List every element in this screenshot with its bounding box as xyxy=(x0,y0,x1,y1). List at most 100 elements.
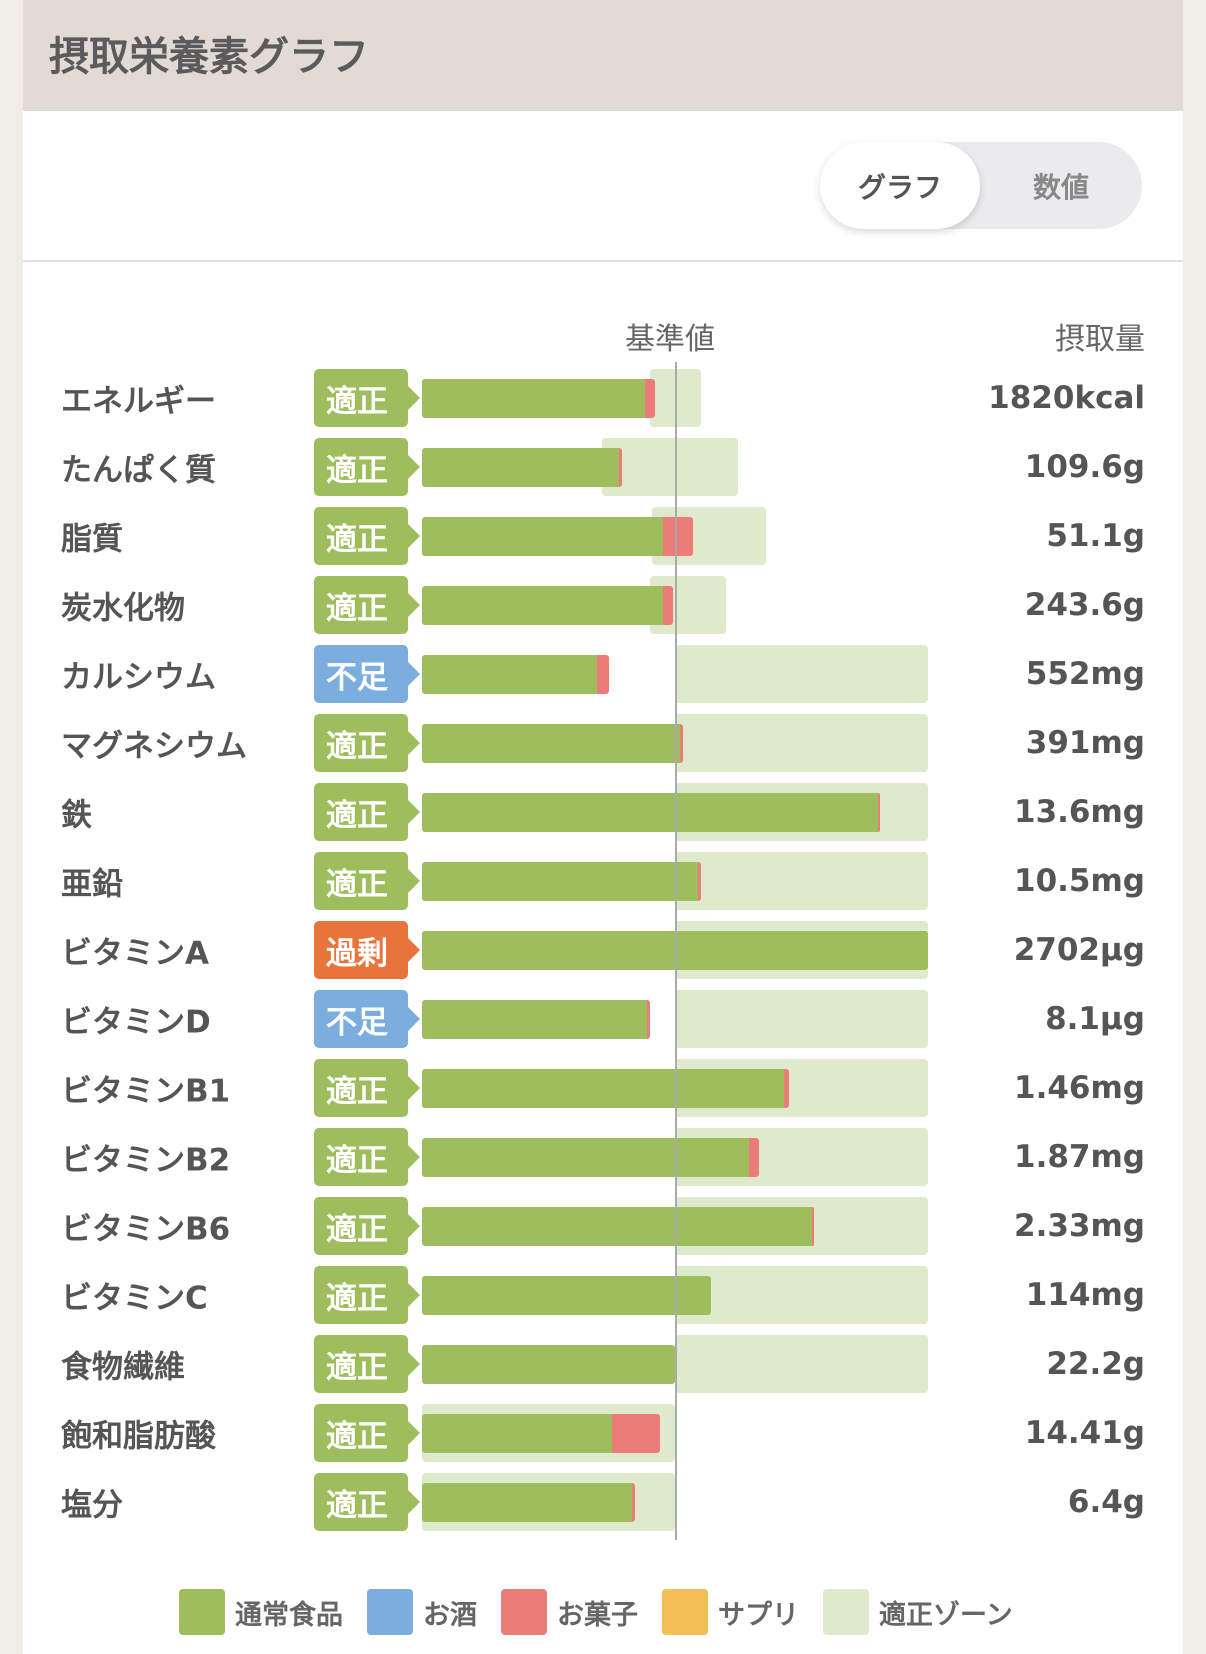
status-badge: 不足 xyxy=(314,990,420,1048)
intake-header: 摂取量 xyxy=(1055,322,1145,357)
optimal-zone xyxy=(675,1335,929,1393)
bar-snacks xyxy=(596,655,610,694)
legend: 通常食品 お酒 お菓子 サプリ 適正ゾーン xyxy=(179,1589,1037,1635)
nutrient-label: ビタミンD xyxy=(61,1004,211,1041)
legend-item: お酒 xyxy=(367,1589,477,1635)
legend-swatch xyxy=(823,1589,869,1635)
status-badge: 不足 xyxy=(314,645,420,703)
toggle-numbers-button[interactable]: 数値 xyxy=(1032,170,1089,204)
status-badge: 適正 xyxy=(314,369,420,427)
bar-snacks xyxy=(644,379,655,418)
status-badge: 適正 xyxy=(314,852,420,910)
bar-normal-food xyxy=(422,793,878,832)
bar-normal-food xyxy=(422,1414,612,1453)
bar-snacks xyxy=(811,1207,815,1246)
legend-label: お酒 xyxy=(423,1599,477,1631)
bar-normal-food xyxy=(422,517,663,556)
bar-normal-food xyxy=(422,724,681,763)
optimal-zone xyxy=(675,1266,929,1324)
intake-value: 13.6mg xyxy=(1014,794,1145,830)
nutrient-label: カルシウム xyxy=(61,659,216,696)
bar-normal-food xyxy=(422,1276,711,1315)
intake-value: 109.6g xyxy=(1024,449,1145,485)
view-toggle[interactable]: グラフ 数値 xyxy=(820,142,1142,229)
optimal-zone xyxy=(601,438,739,496)
intake-value: 1820kcal xyxy=(988,380,1145,416)
status-badge: 適正 xyxy=(314,1404,420,1462)
optimal-zone xyxy=(675,990,929,1048)
bar-snacks xyxy=(662,517,693,556)
intake-value: 243.6g xyxy=(1024,587,1145,623)
nutrient-label: 飽和脂肪酸 xyxy=(61,1418,216,1455)
nutrient-label: たんぱく質 xyxy=(61,452,216,489)
bar-snacks xyxy=(748,1138,759,1177)
legend-swatch xyxy=(367,1589,413,1635)
nutrient-label: 亜鉛 xyxy=(61,866,123,903)
bar-normal-food xyxy=(422,862,698,901)
card-header: 摂取栄養素グラフ xyxy=(23,0,1183,111)
bar-normal-food xyxy=(422,1345,676,1384)
nutrient-label: マグネシウム xyxy=(61,728,247,765)
intake-value: 22.2g xyxy=(1046,1346,1145,1382)
legend-label: 適正ゾーン xyxy=(879,1599,1013,1631)
status-badge: 適正 xyxy=(314,438,420,496)
bar-normal-food xyxy=(422,1138,749,1177)
status-badge: 適正 xyxy=(314,714,420,772)
bar-snacks xyxy=(680,724,683,763)
bar-snacks xyxy=(877,793,881,832)
bar-snacks xyxy=(619,448,623,487)
nutrient-label: 脂質 xyxy=(61,521,123,558)
optimal-zone xyxy=(675,852,929,910)
nutrient-label: ビタミンB2 xyxy=(61,1142,231,1179)
intake-value: 391mg xyxy=(1025,725,1145,761)
legend-item: 適正ゾーン xyxy=(823,1589,1013,1635)
reference-header: 基準値 xyxy=(625,322,715,357)
bar-normal-food xyxy=(422,1483,633,1522)
nutrient-label: ビタミンA xyxy=(61,935,209,972)
bar-normal-food xyxy=(422,1000,648,1039)
intake-value: 2702µg xyxy=(1013,932,1145,968)
intake-value: 1.46mg xyxy=(1014,1070,1145,1106)
status-badge: 適正 xyxy=(314,1197,420,1255)
nutrient-label: 炭水化物 xyxy=(61,590,185,627)
status-badge: 適正 xyxy=(314,783,420,841)
reference-line xyxy=(675,362,677,1540)
nutrient-label: 塩分 xyxy=(61,1487,123,1524)
bar-normal-food xyxy=(422,1069,785,1108)
intake-value: 1.87mg xyxy=(1014,1139,1145,1175)
bar-normal-food xyxy=(422,655,597,694)
intake-value: 10.5mg xyxy=(1014,863,1145,899)
intake-value: 6.4g xyxy=(1067,1484,1145,1520)
legend-label: 通常食品 xyxy=(235,1599,343,1631)
bar-snacks xyxy=(697,862,701,901)
toggle-graph-button[interactable]: グラフ xyxy=(820,142,980,229)
nutrient-label: ビタミンB6 xyxy=(61,1211,231,1248)
bar-snacks xyxy=(647,1000,650,1039)
status-badge: 適正 xyxy=(314,576,420,634)
intake-value: 8.1µg xyxy=(1045,1001,1145,1037)
legend-swatch xyxy=(179,1589,225,1635)
bar-normal-food xyxy=(422,379,645,418)
status-badge: 適正 xyxy=(314,1059,420,1117)
optimal-zone xyxy=(675,645,929,703)
divider xyxy=(23,260,1183,262)
legend-item: サプリ xyxy=(662,1589,799,1635)
nutrient-card: 摂取栄養素グラフ グラフ 数値 基準値 摂取量 エネルギー 適正 1820kcal た… xyxy=(23,0,1183,1654)
bar-normal-food xyxy=(422,1207,812,1246)
intake-value: 14.41g xyxy=(1024,1415,1145,1451)
nutrient-label: 鉄 xyxy=(61,797,92,834)
status-badge: 適正 xyxy=(314,507,420,565)
legend-label: お菓子 xyxy=(557,1599,638,1631)
optimal-zone xyxy=(675,714,929,772)
bar-snacks xyxy=(632,1483,635,1522)
status-badge: 適正 xyxy=(314,1266,420,1324)
status-badge: 過剰 xyxy=(314,921,420,979)
nutrient-label: ビタミンB1 xyxy=(61,1073,231,1110)
nutrient-label: エネルギー xyxy=(61,383,216,420)
legend-item: 通常食品 xyxy=(179,1589,343,1635)
intake-value: 552mg xyxy=(1025,656,1145,692)
bar-snacks xyxy=(784,1069,790,1108)
status-badge: 適正 xyxy=(314,1128,420,1186)
page-title: 摂取栄養素グラフ xyxy=(49,34,369,80)
legend-swatch xyxy=(662,1589,708,1635)
